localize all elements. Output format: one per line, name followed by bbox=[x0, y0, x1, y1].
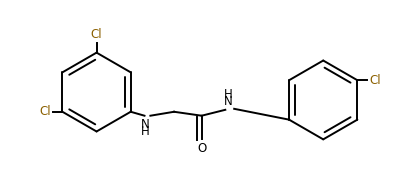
Text: O: O bbox=[197, 142, 206, 155]
Text: Cl: Cl bbox=[369, 74, 381, 87]
Text: N: N bbox=[141, 118, 150, 131]
Text: Cl: Cl bbox=[91, 28, 102, 41]
Text: H: H bbox=[141, 125, 150, 138]
Text: Cl: Cl bbox=[39, 105, 51, 118]
Text: H: H bbox=[224, 88, 232, 101]
Text: N: N bbox=[224, 95, 232, 108]
